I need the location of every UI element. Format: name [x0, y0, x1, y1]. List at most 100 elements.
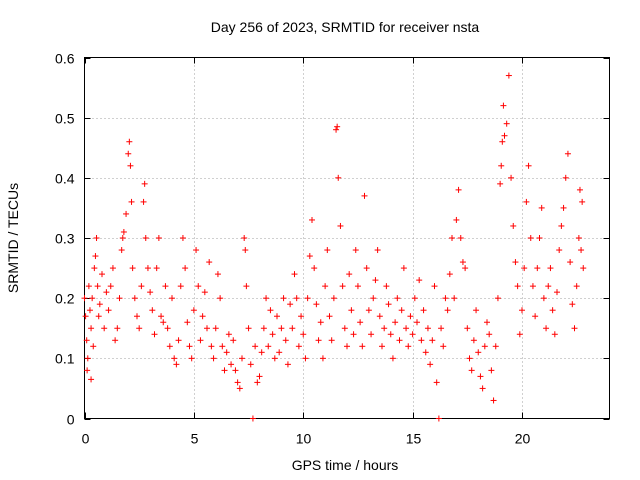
data-point	[337, 222, 344, 229]
data-point	[387, 331, 394, 338]
data-point	[164, 325, 171, 332]
data-point	[293, 295, 300, 302]
data-point	[339, 283, 346, 290]
data-point	[407, 313, 414, 320]
data-point	[217, 295, 224, 302]
data-point	[260, 325, 267, 332]
data-point	[564, 150, 571, 157]
data-points	[81, 72, 587, 422]
data-point	[578, 247, 585, 254]
data-point	[470, 337, 477, 344]
data-point	[567, 259, 574, 266]
data-point	[276, 349, 283, 356]
data-point	[554, 289, 560, 296]
data-point	[368, 331, 375, 338]
data-point	[82, 313, 89, 320]
data-point	[396, 337, 403, 344]
data-point	[459, 259, 466, 266]
x-tick-label: 0	[82, 431, 90, 447]
data-point	[313, 301, 320, 308]
data-point	[500, 102, 507, 109]
chart-title: Day 256 of 2023, SRMTID for receiver nst…	[211, 19, 480, 35]
data-point	[462, 265, 469, 272]
data-point	[206, 259, 213, 266]
data-point	[86, 307, 93, 314]
data-point	[394, 295, 401, 302]
data-point	[127, 162, 134, 169]
data-point	[484, 319, 490, 326]
x-tick-label: 15	[406, 431, 422, 447]
data-point	[256, 373, 263, 380]
data-point	[173, 361, 180, 368]
data-point	[418, 337, 425, 344]
data-point	[444, 307, 451, 314]
data-point	[523, 198, 530, 205]
data-point	[116, 295, 123, 302]
data-point	[306, 253, 313, 260]
data-point	[532, 313, 539, 320]
data-point	[208, 343, 215, 350]
data-point	[153, 265, 160, 272]
data-point	[119, 235, 126, 241]
data-point	[488, 367, 495, 374]
data-point	[254, 379, 261, 386]
data-point	[538, 204, 545, 211]
data-point	[131, 295, 138, 302]
data-point	[147, 289, 154, 296]
data-point	[269, 331, 276, 338]
data-point	[158, 313, 165, 320]
y-tick-label: 0.6	[55, 51, 75, 67]
data-point	[291, 271, 298, 278]
data-point	[411, 295, 418, 302]
axis-ticks	[84, 57, 610, 420]
data-point	[363, 265, 370, 272]
data-point	[160, 319, 167, 326]
data-point	[271, 355, 278, 362]
data-point	[129, 265, 136, 272]
data-point	[84, 367, 91, 374]
data-point	[562, 174, 569, 181]
data-point	[433, 379, 440, 386]
data-point	[267, 307, 274, 314]
data-point	[498, 162, 505, 169]
data-point	[326, 313, 333, 320]
data-point	[228, 361, 235, 368]
data-point	[263, 295, 270, 302]
data-point	[346, 271, 353, 278]
data-point	[481, 343, 488, 350]
data-point	[114, 325, 121, 332]
data-point	[494, 295, 501, 302]
data-point	[359, 343, 366, 350]
data-point	[289, 325, 296, 332]
data-point	[475, 349, 482, 356]
data-point	[186, 343, 193, 350]
data-point	[569, 301, 576, 308]
data-point	[91, 265, 98, 272]
data-point	[212, 325, 219, 332]
data-point	[519, 307, 525, 314]
data-point	[284, 361, 291, 368]
data-point	[99, 271, 105, 278]
data-point	[319, 355, 326, 362]
data-point	[225, 331, 232, 338]
data-point	[438, 325, 445, 332]
data-point	[92, 253, 99, 260]
data-point	[287, 301, 294, 308]
data-point	[422, 349, 429, 356]
data-point	[317, 319, 324, 326]
data-point	[429, 337, 436, 344]
y-tick-label: 0.5	[55, 111, 75, 127]
data-point	[85, 283, 92, 290]
data-point	[392, 319, 399, 326]
data-point	[348, 307, 355, 314]
data-point	[352, 247, 359, 254]
data-point	[516, 331, 523, 338]
data-point	[543, 325, 550, 332]
data-point	[234, 379, 241, 386]
data-point	[179, 235, 186, 241]
data-point	[409, 331, 416, 338]
data-point	[525, 162, 532, 169]
data-point	[236, 385, 243, 392]
data-point	[95, 313, 102, 320]
data-point	[350, 331, 357, 338]
